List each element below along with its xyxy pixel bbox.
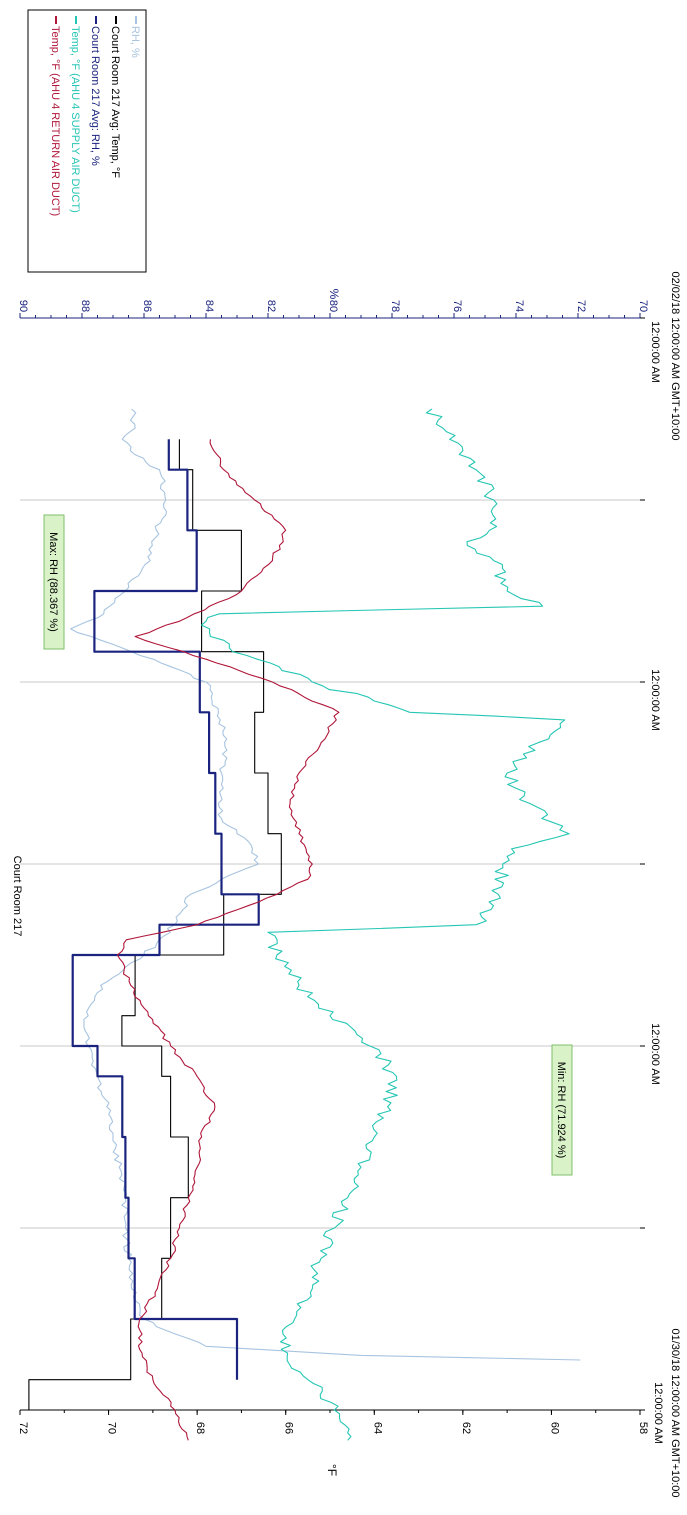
legend-item: Court Room 217 Avg: RH, % (89, 16, 101, 166)
y-left-tick-label: 62 (460, 1422, 472, 1434)
x-start-date-label: 01/30/18 12:00:00 AM GMT+10:00 (669, 1328, 681, 1497)
series-line-3 (201, 408, 570, 1441)
series-line-0 (70, 408, 581, 1361)
legend-label: Temp, °F (AHU 4 SUPPLY AIR DUCT) (69, 26, 81, 213)
y-left-tick-label: 72 (17, 1422, 29, 1434)
grid-layer (20, 499, 640, 1229)
y-right-tick-label: 82 (265, 300, 277, 312)
max-rh-annotation: Max: RH (88.367 %) (43, 514, 65, 650)
x-start-time-label: 12:00:00 AM (652, 1382, 664, 1444)
legend-item: Court Room 217 Avg: Temp, °F (109, 16, 121, 178)
x-tick-label: 12:00:00 AM (649, 321, 661, 383)
legend-box (27, 9, 147, 273)
axis-layer: 58 60 62 64 66 68 70 72 °F 70 72 74 76 78 80 82 84 86 88 90… (17, 289, 649, 1476)
y-right-tick-label: 88 (79, 300, 91, 312)
label-layer: 12:00:00 AM 12:00:00 AM 12:00:00 AM 12:00:0… (11, 271, 681, 1497)
max-rh-annotation-box (43, 514, 65, 650)
legend-item: RH, % (129, 16, 141, 58)
legend-label: Temp, °F (AHU 4 RETURN AIR DUCT) (49, 26, 61, 216)
series-line-1 (28, 439, 282, 1410)
y-left-tick-label: 70 (106, 1422, 118, 1434)
chart-title: Court Room 217 (11, 856, 23, 937)
min-rh-annotation: Min: RH (71.924 %) (551, 1044, 573, 1176)
min-rh-annotation-text: Min: RH (71.924 %) (555, 1062, 567, 1159)
series-line-4 (116, 439, 340, 1441)
y-left-tick-label: 60 (548, 1422, 560, 1434)
y-right-tick-label: 76 (451, 300, 463, 312)
x-end-date-label: 02/02/18 12:00:00 AM GMT+10:00 (669, 271, 681, 440)
y-right-tick-label: 84 (203, 300, 215, 312)
legend-layer: RH, % Court Room 217 Avg: Temp, °F Court R… (27, 9, 147, 273)
y-right-axis-label: % (327, 289, 341, 300)
y-right-tick-label: 72 (575, 300, 587, 312)
legend-item: Temp, °F (AHU 4 SUPPLY AIR DUCT) (69, 16, 81, 213)
legend-label: RH, % (129, 26, 141, 58)
series-line-2 (71, 439, 260, 1380)
max-rh-annotation-text: Max: RH (88.367 %) (47, 532, 59, 632)
y-right-tick-label: 74 (513, 300, 525, 312)
x-tick-label: 12:00:00 AM (649, 669, 661, 731)
series-layer (28, 408, 581, 1441)
y-right-tick-label: 78 (389, 300, 401, 312)
legend-label: Court Room 217 Avg: Temp, °F (109, 26, 121, 178)
y-right-tick-label: 90 (17, 300, 29, 312)
y-right-tick-label: 80 (327, 300, 339, 312)
y-left-tick-label: 58 (637, 1422, 649, 1434)
y-left-axis-label: °F (325, 1464, 339, 1476)
legend: RH, % Court Room 217 Avg: Temp, °F Court R… (27, 9, 147, 273)
y-right-tick-label: 86 (141, 300, 153, 312)
x-tick-label: 12:00:00 AM (649, 1023, 661, 1085)
legend-item: Temp, °F (AHU 4 RETURN AIR DUCT) (49, 16, 61, 216)
annotation-layer: Max: RH (88.367 %) Min: RH (71.924 %) (43, 514, 573, 1176)
y-right-tick-label: 70 (637, 300, 649, 312)
y-left-tick-label: 66 (283, 1422, 295, 1434)
y-left-tick-label: 68 (194, 1422, 206, 1434)
y-left-tick-label: 64 (371, 1422, 383, 1434)
min-rh-annotation-box (551, 1044, 573, 1176)
legend-label: Court Room 217 Avg: RH, % (89, 26, 101, 166)
